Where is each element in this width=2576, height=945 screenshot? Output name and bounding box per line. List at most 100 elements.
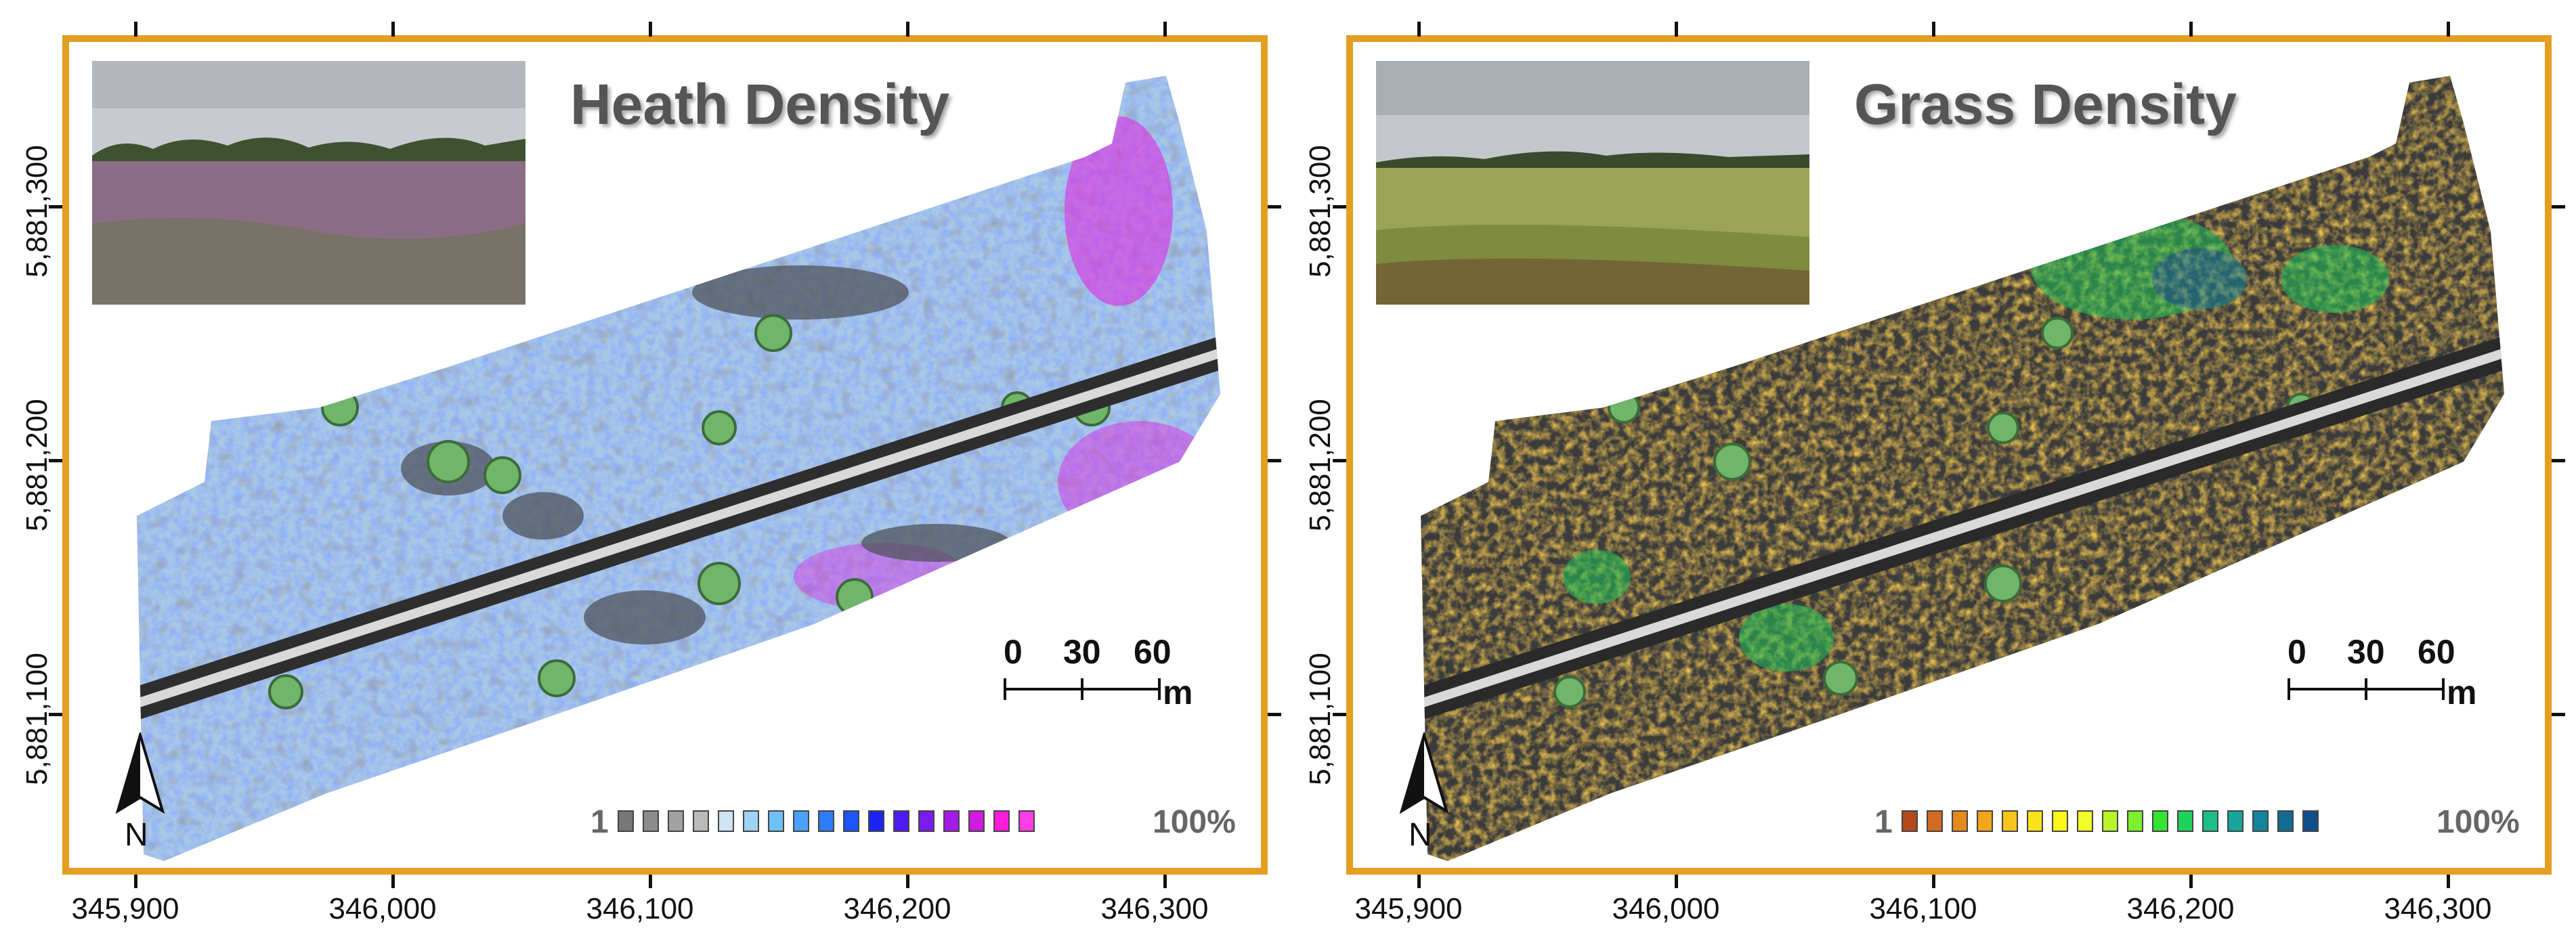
legend-swatch — [743, 810, 759, 832]
legend-swatch — [2102, 810, 2118, 832]
heathland-photo — [92, 61, 525, 305]
axis-tick — [906, 22, 909, 37]
scale-label-60: 60 — [2418, 633, 2455, 671]
axis-tick — [391, 875, 395, 888]
axis-tick — [906, 875, 909, 888]
axis-tick — [1932, 22, 1935, 37]
scale-label-30: 30 — [1063, 633, 1101, 671]
axis-tick — [1932, 875, 1935, 888]
x-axis-label: 346,200 — [843, 892, 951, 925]
scale-label-0: 0 — [1004, 633, 1023, 671]
axis-tick — [134, 875, 137, 888]
scale-tick — [2442, 678, 2445, 700]
legend-swatch — [1977, 810, 1993, 832]
axis-tick — [391, 22, 395, 37]
heath-road — [137, 335, 1220, 717]
grass-density-title: Grass Density — [1854, 72, 2237, 136]
axis-tick — [2552, 713, 2565, 716]
y-axis-label: 5,881,300 — [20, 145, 53, 278]
scale-label-60: 60 — [1134, 633, 1172, 671]
axis-tick — [1333, 459, 1346, 462]
x-axis-label: 345,900 — [71, 892, 179, 925]
grass-density-legend: 1 100% — [1874, 804, 2538, 844]
legend-swatches — [618, 810, 1035, 832]
x-axis-label: 346,000 — [1612, 892, 1720, 925]
legend-swatch — [2027, 810, 2043, 832]
scale-label-0: 0 — [2288, 633, 2306, 671]
legend-swatch — [818, 810, 834, 832]
legend-swatch — [2302, 810, 2319, 832]
axis-tick — [49, 205, 62, 208]
legend-swatch — [2152, 810, 2168, 832]
legend-swatch — [943, 810, 960, 832]
legend-swatch — [768, 810, 784, 832]
north-label: N — [125, 817, 148, 853]
axis-tick — [1417, 875, 1421, 888]
north-arrow: N — [1394, 730, 1455, 853]
legend-swatch — [2227, 810, 2244, 832]
scale-label-30: 30 — [2347, 633, 2385, 671]
scale-bar: 0 30 60 m — [1004, 632, 1220, 741]
axis-tick — [1675, 22, 1678, 37]
legend-swatch — [2002, 810, 2018, 832]
legend-max-label: 100% — [1153, 804, 1236, 840]
axis-tick — [2552, 205, 2565, 208]
scale-tick — [1081, 678, 1083, 700]
axis-tick — [1163, 22, 1167, 37]
y-axis-label: 5,881,100 — [20, 653, 53, 785]
legend-swatch — [843, 810, 859, 832]
axis-tick — [49, 459, 62, 462]
legend-swatch — [2277, 810, 2294, 832]
x-axis-label: 346,300 — [2384, 892, 2492, 925]
axis-tick — [1417, 22, 1421, 37]
y-axis-label: 5,881,100 — [1304, 653, 1337, 785]
legend-swatch — [1018, 810, 1035, 832]
axis-tick — [1268, 205, 1281, 208]
heath-density-panel: Heath Density 0 30 60 m N 1 100% — [62, 35, 1268, 875]
scale-bar: 0 30 60 m — [2288, 632, 2504, 741]
legend-swatch — [718, 810, 734, 832]
grassland-photo-image — [1376, 61, 1809, 305]
scale-tick — [2365, 678, 2367, 700]
legend-min-label: 1 — [591, 804, 609, 840]
scale-tick — [1004, 678, 1006, 700]
axis-tick — [2552, 459, 2565, 462]
legend-max-label: 100% — [2437, 804, 2520, 840]
scale-unit: m — [2447, 674, 2477, 711]
legend-swatch — [618, 810, 634, 832]
legend-swatch — [2252, 810, 2269, 832]
legend-swatch — [1927, 810, 1943, 832]
north-arrow: N — [110, 730, 171, 853]
heath-density-map[interactable] — [69, 42, 1261, 868]
legend-swatch — [2202, 810, 2218, 832]
legend-swatch — [868, 810, 884, 832]
legend-swatch — [643, 810, 659, 832]
grassland-photo — [1376, 61, 1809, 305]
heath-peak-zone — [1058, 421, 1220, 543]
y-axis-label: 5,881,200 — [1304, 399, 1337, 531]
y-axis-label: 5,881,300 — [1304, 145, 1337, 278]
legend-swatch — [693, 810, 709, 832]
axis-tick — [2447, 22, 2450, 37]
legend-swatch — [893, 810, 909, 832]
axis-tick — [649, 22, 652, 37]
x-axis-label: 346,100 — [586, 892, 694, 925]
legend-swatch — [2052, 810, 2068, 832]
legend-swatch — [918, 810, 935, 832]
axis-tick — [1333, 205, 1346, 208]
axis-tick — [1675, 875, 1678, 888]
heathland-photo-image — [92, 61, 525, 305]
grass-density-panel: Grass Density 0 30 60 m N 1 100% — [1346, 35, 2552, 875]
heath-peak-zone — [1065, 116, 1173, 306]
legend-min-label: 1 — [1874, 804, 1893, 840]
scale-tick — [1158, 678, 1161, 700]
scale-unit: m — [1163, 674, 1193, 711]
axis-tick — [2189, 875, 2193, 888]
axis-tick — [49, 713, 62, 716]
x-axis-label: 346,200 — [2126, 892, 2235, 925]
x-axis-label: 346,000 — [328, 892, 437, 925]
scale-tick — [2288, 678, 2290, 700]
legend-swatch — [968, 810, 985, 832]
legend-swatch — [2177, 810, 2193, 832]
axis-tick — [1268, 713, 1281, 716]
